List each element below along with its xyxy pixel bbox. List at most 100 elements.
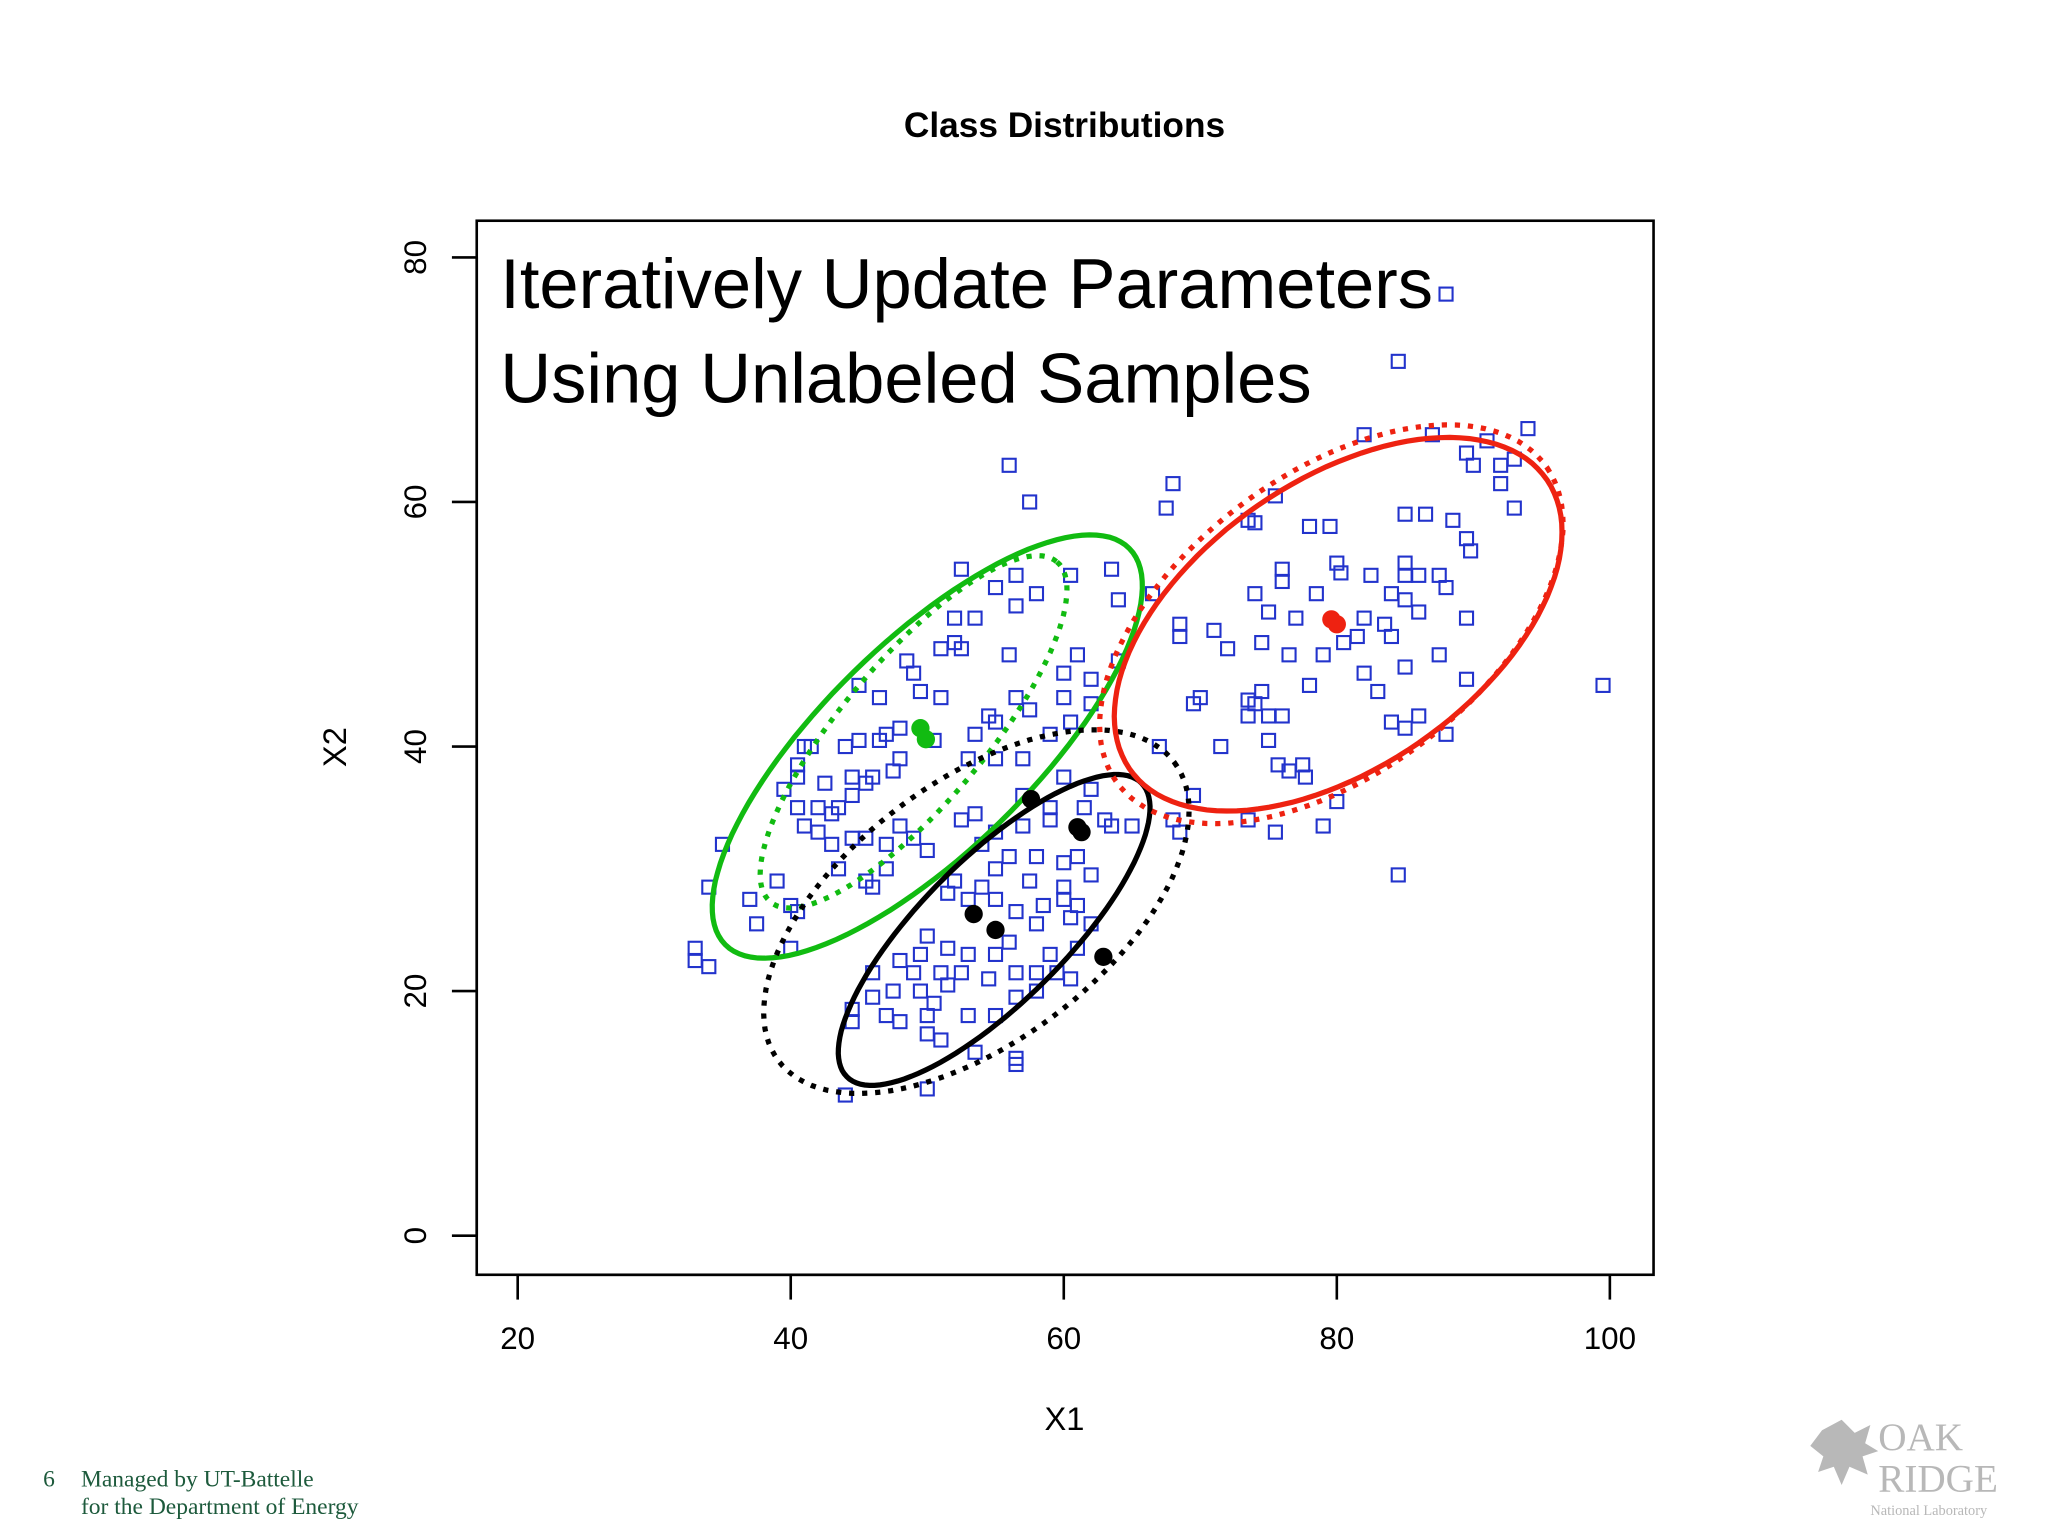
scatter-point: [1383, 628, 1400, 645]
mean-point: [1327, 615, 1346, 634]
scatter-point: [1297, 769, 1313, 785]
scatter-point: [1411, 708, 1427, 724]
scatter-point: [1124, 818, 1140, 834]
footer-text: for the Department of Energy: [81, 1494, 359, 1520]
scatter-point: [1240, 692, 1256, 708]
scatter-point: [1288, 610, 1304, 626]
scatter-point: [1008, 1056, 1024, 1073]
scatter-point: [1185, 787, 1202, 804]
scatter-point: [1001, 647, 1017, 663]
scatter-point: [1022, 494, 1038, 510]
scatter-point: [974, 879, 990, 895]
scatter-point: [871, 732, 888, 748]
mean-point: [986, 920, 1005, 940]
scatter-point: [912, 683, 929, 700]
scatter-point: [960, 1007, 976, 1024]
scatter-point: [1028, 983, 1045, 999]
scatter-point: [987, 751, 1004, 767]
logo-leaf: [1810, 1419, 1879, 1486]
scatter-point: [1438, 286, 1454, 302]
scatter-point: [1397, 659, 1413, 675]
scatter-point: [919, 928, 935, 944]
scatter-point: [749, 916, 765, 932]
scatter-point: [1220, 641, 1236, 657]
scatter-point: [878, 836, 894, 852]
scatter-point: [1329, 555, 1345, 571]
x-tick-label: 80: [1319, 1321, 1354, 1356]
annotation: Using Unlabeled Samples: [500, 338, 1311, 417]
scatter-point: [1083, 867, 1099, 883]
scatter-point: [1144, 586, 1161, 602]
scatter-point: [1493, 476, 1509, 492]
scatter-point: [1008, 567, 1024, 583]
scatter-point: [987, 946, 1004, 962]
scatter-point: [987, 714, 1004, 730]
scatter-point: [1247, 515, 1263, 531]
scatter-point: [1042, 946, 1058, 962]
scatter-point: [960, 891, 976, 907]
scatter-point: [1056, 769, 1072, 785]
scatter-point: [1056, 690, 1072, 706]
x-tick-label: 40: [773, 1321, 808, 1356]
scatter-point: [865, 879, 881, 895]
scatter-point: [1465, 457, 1481, 473]
scatter-point: [1322, 518, 1338, 535]
scatter-point: [1069, 849, 1086, 865]
scatter-point: [1390, 353, 1406, 369]
scatter-point: [769, 873, 785, 889]
scatter-point: [1438, 579, 1454, 596]
scatter-point: [1008, 989, 1024, 1005]
scatter-point: [919, 842, 935, 859]
y-tick-label: 40: [398, 729, 433, 764]
scatter-point: [1213, 738, 1229, 755]
logo-text: OAK: [1878, 1416, 1963, 1459]
scatter-point: [1356, 665, 1372, 681]
scatter-point: [1411, 604, 1427, 620]
scatter-point: [1520, 421, 1536, 437]
scatter-point: [858, 775, 874, 791]
scatter-point: [1438, 726, 1454, 742]
mean-point: [916, 730, 936, 749]
scatter-point: [1315, 647, 1331, 663]
scatter-point: [824, 836, 840, 852]
scatter-point: [1042, 812, 1058, 828]
scatter-point: [885, 983, 901, 999]
scatter-point: [967, 610, 983, 626]
scatter-point: [1151, 738, 1167, 755]
y-axis-label: X2: [316, 727, 353, 767]
scatter-point: [1274, 708, 1290, 724]
logo-text: National Laboratory: [1870, 1503, 1988, 1519]
scatter-point: [1431, 647, 1447, 663]
scatter-point: [1267, 824, 1283, 840]
scatter-point: [1424, 427, 1440, 443]
scatter-point: [878, 1007, 894, 1024]
scatter-point: [1356, 427, 1372, 443]
scatter-point: [1028, 916, 1045, 932]
scatter-point: [1301, 677, 1318, 693]
scatter-point: [1363, 567, 1379, 583]
chart-title: Class Distributions: [904, 106, 1225, 145]
scatter-point: [1035, 897, 1051, 914]
cluster-ellipse: [835, 771, 1153, 1088]
scatter-point: [1397, 555, 1413, 571]
scatter-point: [1329, 793, 1345, 810]
scatter-point: [1172, 824, 1188, 840]
scatter-point: [981, 971, 997, 987]
y-tick-label: 20: [398, 974, 433, 1009]
scatter-point: [967, 806, 983, 822]
scatter-point: [1595, 677, 1611, 693]
x-tick-label: 20: [500, 1321, 535, 1356]
scatter-point: [906, 965, 922, 981]
mean-point: [1021, 789, 1041, 809]
scatter-point: [1254, 635, 1270, 651]
scatter-point: [1158, 500, 1174, 516]
scatter-point: [1069, 940, 1086, 956]
y-tick-label: 80: [398, 240, 433, 275]
scatter-point: [1333, 565, 1349, 581]
scatter-point: [1015, 818, 1031, 834]
scatter-point: [1260, 604, 1277, 620]
scatter-point: [885, 763, 901, 779]
